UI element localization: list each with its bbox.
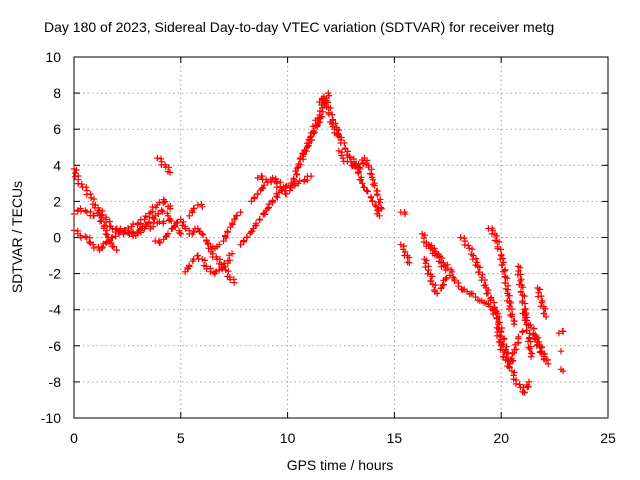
- x-tick-label: 15: [387, 430, 403, 446]
- series-arc-h: [181, 250, 236, 277]
- data-point-marks: [316, 93, 383, 219]
- series-arc-ah: [557, 366, 567, 375]
- chart-title: Day 180 of 2023, Sidereal Day-to-day VTE…: [44, 19, 554, 35]
- data-point-marks: [205, 245, 238, 286]
- y-tick-label: 0: [53, 230, 61, 246]
- y-tick-label: 4: [53, 157, 61, 173]
- series-arc-g: [186, 201, 206, 219]
- y-tick-label: 2: [53, 193, 61, 209]
- data-point-marks: [327, 118, 343, 140]
- series-arc-o: [316, 93, 383, 219]
- data-point-marks: [557, 366, 567, 375]
- grid: [74, 57, 608, 418]
- y-tick-label: -6: [49, 338, 62, 354]
- series-arc-m: [254, 172, 270, 183]
- data-point-marks: [555, 328, 567, 337]
- data-point-marks: [152, 216, 223, 252]
- x-tick-labels: 0 5 10 15 20 25: [70, 430, 616, 446]
- y-tick-labels: -10 -8 -6 -4 -2 0 2 4 6 8 10: [41, 49, 61, 426]
- series-arc-b: [70, 196, 174, 236]
- x-tick-label: 5: [177, 430, 185, 446]
- data-point-marks: [70, 196, 174, 236]
- series-arc-c: [70, 218, 167, 254]
- data-point-marks: [534, 284, 550, 321]
- data-point-marks: [457, 234, 503, 321]
- data-point-marks: [186, 201, 206, 219]
- x-tick-label: 0: [70, 430, 78, 446]
- y-tick-label: 8: [53, 85, 61, 101]
- series-arc-ag: [557, 348, 565, 355]
- x-tick-label: 10: [280, 430, 296, 446]
- y-tick-label: -2: [49, 266, 62, 282]
- series-arc-j: [220, 209, 244, 245]
- data-point-marks: [237, 172, 315, 248]
- series-arc-aa: [508, 367, 533, 396]
- data-point-marks: [181, 250, 236, 277]
- series-arc-t: [397, 241, 413, 266]
- series-arc-ad: [534, 284, 550, 321]
- series-arc-i: [205, 245, 238, 286]
- series-arc-v: [425, 241, 449, 274]
- data-point-marks: [508, 367, 533, 396]
- y-axis-label: SDTVAR / TECUs: [9, 181, 25, 293]
- y-tick-label: 6: [53, 121, 61, 137]
- data-point-marks: [485, 225, 518, 328]
- series-arc-f: [152, 216, 223, 252]
- x-tick-label: 25: [600, 430, 616, 446]
- series-arc-z: [493, 324, 526, 371]
- data-point-marks: [154, 154, 174, 176]
- data-point-marks: [220, 209, 244, 245]
- series-arc-af: [555, 328, 567, 337]
- series-arc-ae: [530, 331, 550, 364]
- series-arc-r: [327, 118, 343, 140]
- y-tick-label: -10: [41, 410, 61, 426]
- data-point-marks: [425, 241, 449, 274]
- series-arc-y: [485, 225, 518, 328]
- y-tick-label: 10: [45, 49, 61, 65]
- axis-ticks: [73, 56, 609, 419]
- series-arc-x: [457, 234, 503, 321]
- data-point-marks: [493, 324, 526, 371]
- series-arc-w: [421, 256, 514, 368]
- y-tick-label: -8: [49, 374, 62, 390]
- series-arc-k: [237, 172, 315, 248]
- x-tick-label: 20: [493, 430, 509, 446]
- series-arc-s: [397, 208, 409, 218]
- data-point-marks: [421, 256, 514, 368]
- data-point-marks: [70, 218, 167, 254]
- series-arc-e: [154, 154, 174, 176]
- data-point-marks: [335, 147, 385, 212]
- y-tick-label: -4: [49, 302, 62, 318]
- data-point-marks: [254, 172, 270, 183]
- x-axis-label: GPS time / hours: [287, 457, 394, 473]
- data-point-marks: [397, 208, 409, 218]
- data-point-marks: [397, 241, 413, 266]
- data-point-marks: [530, 331, 550, 364]
- series-arc-q: [335, 147, 385, 212]
- data-point-marks: [557, 348, 565, 355]
- data-point-marks: [297, 113, 325, 162]
- data-points: [70, 89, 567, 396]
- series-arc-p: [297, 113, 325, 162]
